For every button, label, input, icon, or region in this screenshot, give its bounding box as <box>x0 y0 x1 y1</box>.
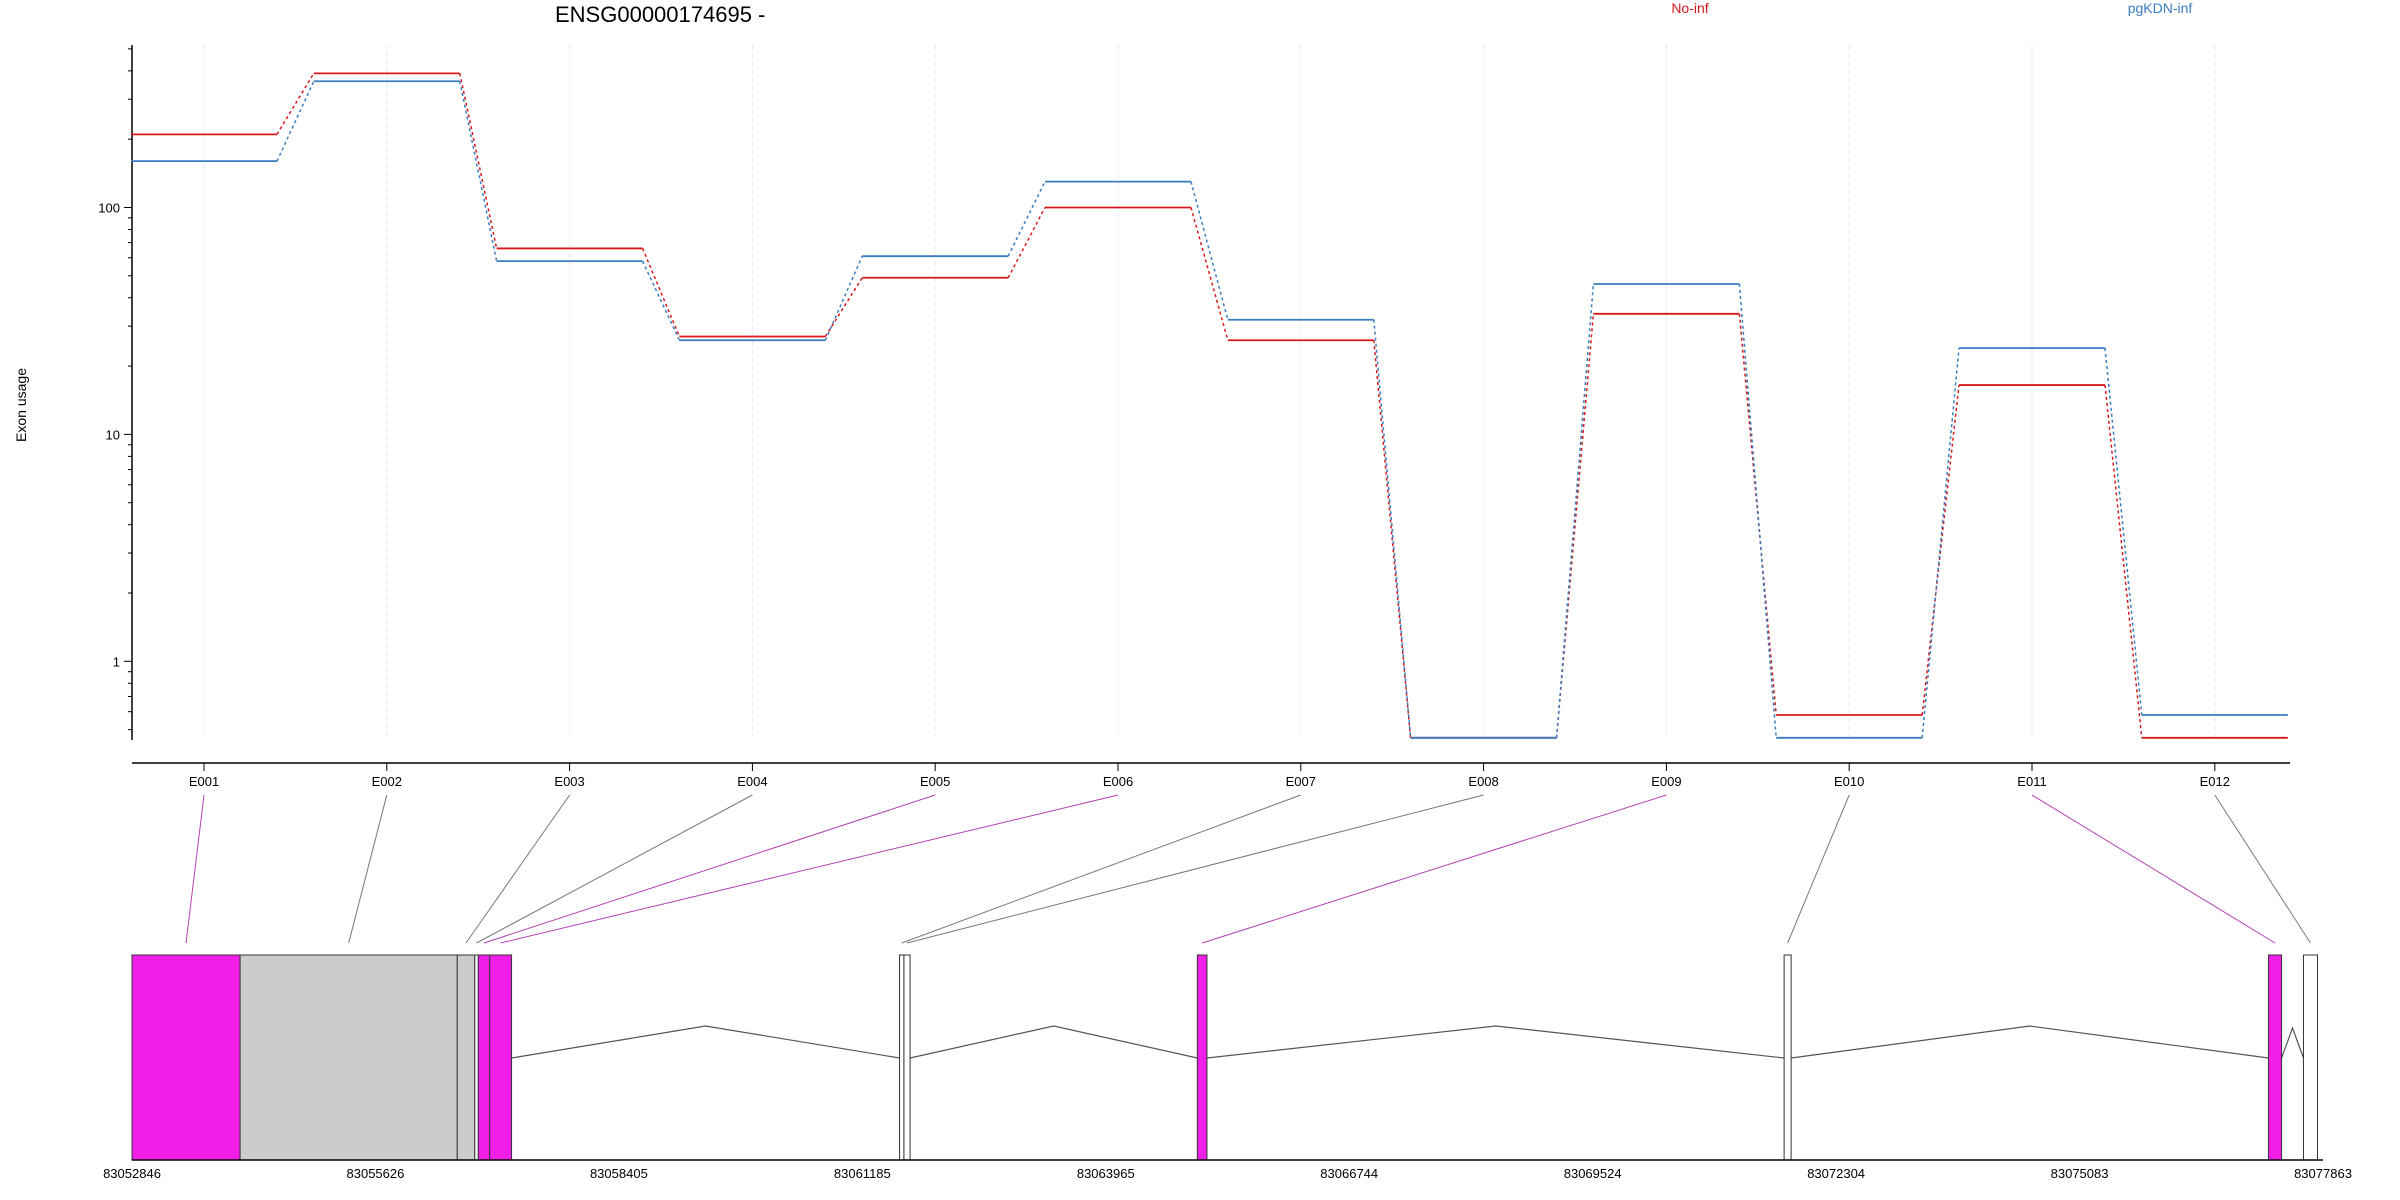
genomic-tick-label: 83069524 <box>1564 1166 1622 1181</box>
transition-line <box>459 73 498 249</box>
exon-box-e007 <box>899 954 905 1161</box>
transition-line <box>1190 207 1229 341</box>
x-tick-label-e005: E005 <box>920 774 950 789</box>
transition-line <box>1373 340 1412 738</box>
transition-line <box>1373 319 1412 738</box>
connector-e007 <box>901 794 1301 944</box>
x-tick-label-e002: E002 <box>372 774 402 789</box>
x-tick-label-e001: E001 <box>189 774 219 789</box>
x-tick-label-e009: E009 <box>1651 774 1681 789</box>
exon-box-e006 <box>489 954 513 1161</box>
y-axis-label: Exon usage <box>13 368 29 442</box>
transition-line <box>2104 348 2143 716</box>
exon-box-e002 <box>239 954 458 1161</box>
series-pgkdn-inf <box>131 80 2288 739</box>
exon-box-e010 <box>1783 954 1792 1161</box>
genomic-tick-label: 83072304 <box>1807 1166 1865 1181</box>
connector-e003 <box>465 794 571 944</box>
exon-box-e012 <box>2302 954 2318 1161</box>
genomic-tick-label: 83052846 <box>103 1166 161 1181</box>
connector-e005 <box>483 794 936 944</box>
connector-e004 <box>476 794 753 944</box>
exon-box-e001 <box>131 954 241 1161</box>
grid-lines <box>203 45 2216 740</box>
axes: 1 10 100 E001 E002 E003 E004 E005 E006 E007 E008 E0… <box>98 45 2290 789</box>
genomic-tick-label: 83077863 <box>2294 1166 2352 1181</box>
connector-e002 <box>348 794 388 944</box>
transition-line <box>1738 283 1777 738</box>
x-tick-label-e003: E003 <box>554 774 584 789</box>
series-no-inf <box>131 72 2288 739</box>
transition-line <box>1007 207 1046 279</box>
y-tick-label: 100 <box>98 200 120 215</box>
connector-e008 <box>906 794 1484 944</box>
genomic-tick-label: 83055626 <box>347 1166 405 1181</box>
genomic-tick-label: 83058405 <box>590 1166 648 1181</box>
connector-e010 <box>1787 794 1850 944</box>
genomic-tick-label: 83075083 <box>2051 1166 2109 1181</box>
legend-entry-no-inf: No-inf <box>1671 0 1708 16</box>
transition-line <box>824 255 863 341</box>
exon-box-e009 <box>1196 954 1208 1161</box>
exon-box-e004 <box>474 954 479 1161</box>
connector-e012 <box>2214 794 2311 944</box>
chart-title: ENSG00000174695 - <box>555 2 765 27</box>
intron-line <box>2281 1026 2305 1059</box>
transition-line <box>1190 181 1229 320</box>
transition-line <box>459 81 498 262</box>
x-tick-label-e008: E008 <box>1468 774 1498 789</box>
y-tick-label: 1 <box>113 654 120 669</box>
transition-line <box>1555 313 1595 738</box>
exon-box-e003 <box>456 954 476 1161</box>
x-tick-label-e011: E011 <box>2017 774 2046 789</box>
exon-box-e005 <box>477 954 491 1161</box>
connector-e011 <box>2031 794 2276 944</box>
x-tick-label-e007: E007 <box>1286 774 1316 789</box>
x-tick-label-e004: E004 <box>737 774 767 789</box>
transition-line <box>641 260 681 341</box>
connector-e009 <box>1201 794 1667 944</box>
legend-entry-pgkdn-inf: pgKDN-inf <box>2128 0 2193 16</box>
intron-line <box>511 1025 900 1059</box>
transition-line <box>2104 384 2143 738</box>
connector-e001 <box>185 794 205 944</box>
exon-box-e008 <box>903 954 911 1161</box>
transition-line <box>1555 283 1595 738</box>
intron-line <box>1791 1025 2269 1059</box>
connector-e006 <box>500 794 1119 944</box>
y-tick-label: 10 <box>106 427 120 442</box>
transition-line <box>1921 348 1960 738</box>
gene-model: 83052846 83055626 83058405 83061185 83063965… <box>103 954 2352 1181</box>
series-lines <box>131 72 2288 739</box>
transition-line <box>1921 384 1960 716</box>
intron-line <box>1206 1025 1785 1059</box>
x-tick-label-e012: E012 <box>2200 774 2230 789</box>
genomic-tick-label: 83061185 <box>834 1166 891 1181</box>
x-tick-label-e010: E010 <box>1834 774 1864 789</box>
transition-line <box>276 72 315 135</box>
transition-line <box>1738 313 1777 716</box>
transition-line <box>1007 181 1046 257</box>
intron-line <box>909 1025 1198 1059</box>
exon-connectors <box>185 794 2311 944</box>
genomic-tick-label: 83063965 <box>1077 1166 1135 1181</box>
x-tick-label-e006: E006 <box>1103 774 1133 789</box>
exon-box-e011 <box>2267 954 2283 1161</box>
genomic-tick-label: 83066744 <box>1320 1166 1378 1181</box>
transition-line <box>276 80 315 162</box>
transition-line <box>641 248 681 337</box>
